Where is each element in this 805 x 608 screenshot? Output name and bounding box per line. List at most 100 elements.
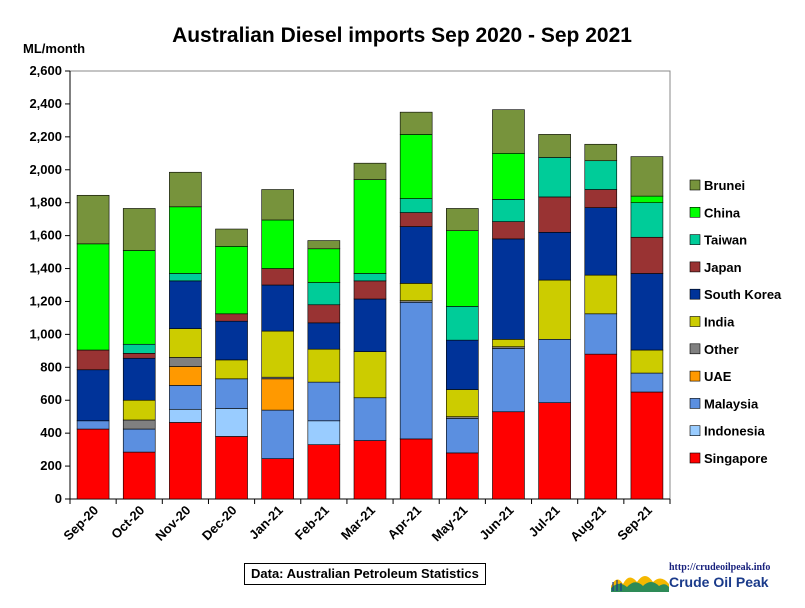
bar-segment-taiwan xyxy=(122,343,156,354)
bar-segment-malaysia xyxy=(76,420,110,430)
credit-url-link[interactable]: http://crudeoilpeak.info xyxy=(669,562,771,573)
legend-label-uae: UAE xyxy=(704,369,732,384)
y-tick-label: 1,200 xyxy=(29,293,62,308)
y-tick-label: 2,600 xyxy=(29,63,62,78)
bar-segment-china xyxy=(76,243,110,351)
x-tick-label: Oct-20 xyxy=(108,503,147,542)
bar-segment-malaysia xyxy=(399,301,433,440)
y-tick-label: 600 xyxy=(40,392,62,407)
legend-swatch-taiwan xyxy=(689,234,701,245)
bar-segment-china xyxy=(307,248,341,283)
bar-segment-south-korea xyxy=(446,339,479,390)
bar-segment-taiwan xyxy=(584,160,618,190)
bar-segment-south-korea xyxy=(215,320,248,361)
y-tick-label: 1,000 xyxy=(29,326,62,341)
bar-segment-china xyxy=(492,153,525,200)
bar-segment-south-korea xyxy=(630,273,664,351)
bar-segment-india xyxy=(261,330,294,378)
y-tick-label: 2,200 xyxy=(29,129,62,144)
bar-segment-other xyxy=(122,419,156,430)
bar-segment-china xyxy=(122,250,156,345)
y-tick-label: 1,600 xyxy=(29,228,62,243)
x-tick-label: Dec-20 xyxy=(199,503,240,544)
y-tick-label: 800 xyxy=(40,359,62,374)
bar-segment-japan xyxy=(122,353,156,359)
bar-segment-india xyxy=(538,279,571,340)
x-tick-label: Jan-21 xyxy=(246,503,286,543)
bar-segment-china xyxy=(261,219,294,269)
legend-swatch-brunei xyxy=(689,179,701,191)
legend-label-japan: Japan xyxy=(704,260,742,275)
legend-label-malaysia: Malaysia xyxy=(704,396,759,411)
bar-segment-japan xyxy=(492,221,525,240)
bar-segment-singapore xyxy=(492,411,525,500)
x-tick-label: Aug-21 xyxy=(567,503,609,545)
bar-segment-indonesia xyxy=(215,408,248,437)
bar-segment-india xyxy=(446,389,479,417)
x-tick-label: Apr-21 xyxy=(385,503,425,543)
bar-segment-taiwan xyxy=(307,282,341,306)
bar-segment-taiwan xyxy=(353,273,387,282)
legend-label-singapore: Singapore xyxy=(704,451,768,466)
bar-segment-taiwan xyxy=(492,199,525,222)
bar-segment-japan xyxy=(399,212,433,227)
x-tick-label: Jul-21 xyxy=(526,503,563,540)
bar-segment-india xyxy=(169,328,202,358)
bar-segment-japan xyxy=(215,313,248,322)
x-tick-label: Feb-21 xyxy=(292,503,332,543)
legend-swatch-japan xyxy=(689,261,701,273)
bar-segment-china xyxy=(215,246,248,315)
legend-label-taiwan: Taiwan xyxy=(704,233,747,248)
legend-label-brunei: Brunei xyxy=(704,178,745,193)
bar-segment-brunei xyxy=(399,111,433,135)
x-tick-label: Sep-20 xyxy=(60,503,101,544)
x-tick-label: Sep-21 xyxy=(614,503,655,544)
bar-segment-malaysia xyxy=(122,428,156,453)
bar-segment-taiwan xyxy=(399,198,433,213)
y-tick-label: 1,400 xyxy=(29,261,62,276)
bar-segment-uae xyxy=(169,366,202,386)
bar-segment-china xyxy=(353,179,387,274)
bar-segment-japan xyxy=(261,268,294,286)
bar-segment-brunei xyxy=(76,194,110,245)
bar-segment-india xyxy=(399,283,433,301)
bar-segment-singapore xyxy=(307,444,341,500)
bar-segment-malaysia xyxy=(630,372,664,393)
bar-segment-japan xyxy=(630,236,664,274)
legend-swatch-china xyxy=(689,207,701,218)
bar-segment-south-korea xyxy=(399,226,433,284)
legend-swatch-malaysia xyxy=(689,398,701,409)
bar-segment-japan xyxy=(76,349,110,371)
bar-segment-china xyxy=(446,230,479,307)
bar-segment-china xyxy=(169,206,202,274)
bar-segment-singapore xyxy=(76,428,110,500)
crude-oil-peak-logo-icon xyxy=(611,570,669,592)
bar-segment-malaysia xyxy=(446,418,479,454)
bar-segment-taiwan xyxy=(169,273,202,282)
legend-label-india: India xyxy=(704,315,735,330)
bar-segment-singapore xyxy=(215,436,248,500)
x-tick-label: Mar-21 xyxy=(338,503,378,543)
bar-segment-uae xyxy=(261,378,294,411)
bar-segment-taiwan xyxy=(630,202,664,238)
bar-segment-china xyxy=(399,134,433,199)
y-tick-label: 1,800 xyxy=(29,195,62,210)
y-tick-label: 0 xyxy=(55,491,62,506)
bar-segment-indonesia xyxy=(169,408,202,423)
credit-name: Crude Oil Peak xyxy=(669,574,769,590)
bar-segment-singapore xyxy=(446,452,479,500)
bar-segment-brunei xyxy=(169,171,202,208)
bar-segment-brunei xyxy=(492,109,525,154)
bar-segment-malaysia xyxy=(307,381,341,422)
y-tick-label: 200 xyxy=(40,458,62,473)
y-axis-unit-label: ML/month xyxy=(23,41,85,56)
legend-label-other: Other xyxy=(704,342,739,357)
y-tick-label: 2,000 xyxy=(29,162,62,177)
bar-segment-japan xyxy=(538,196,571,233)
bar-segment-malaysia xyxy=(353,397,387,441)
bar-segment-india xyxy=(307,348,341,383)
bar-segment-brunei xyxy=(353,162,387,180)
bar-segment-india xyxy=(215,359,248,380)
plot-area: 0 200 400 600 800 1,000 1,200 1,400 1,600 1,800 2,… xyxy=(29,63,671,545)
